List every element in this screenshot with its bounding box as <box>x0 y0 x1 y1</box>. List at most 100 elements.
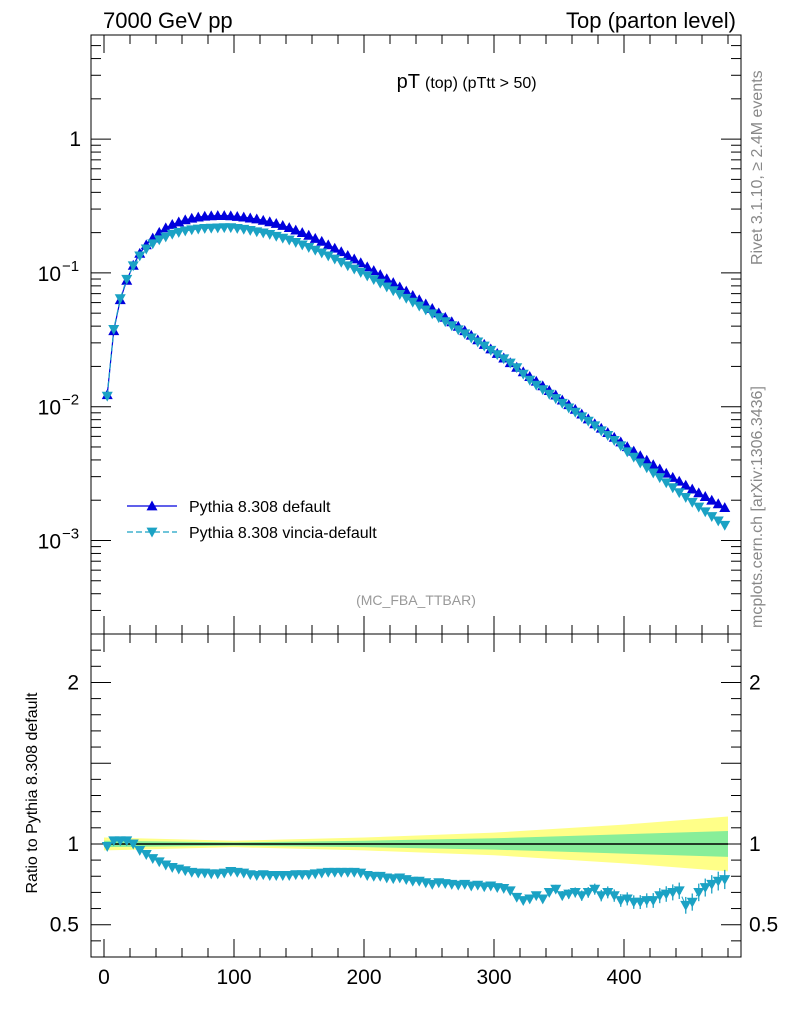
ratio-point <box>693 888 705 898</box>
ratio-y-tick-label-right: 1 <box>749 833 761 856</box>
data-point <box>693 502 705 513</box>
data-point <box>647 468 659 479</box>
data-point <box>446 321 458 332</box>
data-point <box>530 380 542 391</box>
data-point <box>439 317 451 328</box>
ratio-point <box>615 896 627 906</box>
data-point <box>296 240 308 251</box>
data-point <box>517 369 529 380</box>
ratio-y-tick-label: 2 <box>67 671 79 694</box>
data-point <box>342 249 354 260</box>
ratio-point <box>465 881 477 892</box>
data-point <box>173 227 185 238</box>
ratio-point <box>478 882 490 893</box>
ratio-point <box>647 896 659 906</box>
ratio-point <box>686 897 698 908</box>
data-point <box>699 491 711 501</box>
ratio-point <box>680 900 692 911</box>
legend-label: Pythia 8.308 default <box>189 499 331 516</box>
data-point <box>478 341 490 352</box>
ratio-point <box>556 891 568 902</box>
ratio-point <box>719 875 731 885</box>
data-point <box>576 412 588 423</box>
legend-marker <box>146 500 158 511</box>
mcplots-label: mcplots.cern.ch [arXiv:1306.3436] <box>749 386 766 628</box>
ratio-point <box>283 871 295 881</box>
data-point <box>556 398 568 409</box>
header-right: Top (parton level) <box>566 8 736 33</box>
text-layer: 7000 GeV pp Top (parton level) pT (top) … <box>24 8 766 894</box>
ratio-point <box>660 889 672 900</box>
ratio-point <box>251 871 263 881</box>
y-tick-label: 10 <box>38 263 61 286</box>
ratio-point <box>589 884 601 895</box>
data-point <box>498 354 510 365</box>
ratio-point <box>147 854 159 864</box>
ratio-point <box>101 841 113 852</box>
data-point <box>244 212 256 223</box>
ratio-point <box>303 870 315 881</box>
x-tick-label: 300 <box>476 966 511 989</box>
data-point <box>296 227 308 238</box>
ratio-point <box>543 888 555 898</box>
x-tick-label: 200 <box>346 966 381 989</box>
data-point <box>153 235 165 246</box>
data-point <box>407 297 419 308</box>
data-point <box>634 450 646 461</box>
data-point <box>387 286 399 297</box>
ratio-point <box>387 874 399 885</box>
ratio-point <box>537 894 549 905</box>
y-tick-label: 1 <box>69 128 81 151</box>
y-tick-exponent: −1 <box>62 258 79 275</box>
data-point <box>543 389 555 400</box>
data-point <box>329 254 341 265</box>
data-point <box>257 214 269 225</box>
data-point <box>277 220 289 230</box>
y-tick-exponent: −3 <box>62 525 79 542</box>
ratio-point <box>134 846 146 856</box>
data-point <box>589 421 601 432</box>
data-point <box>504 358 516 369</box>
data-point <box>712 498 724 509</box>
ratio-point <box>121 836 133 847</box>
data-point <box>381 282 393 293</box>
data-point <box>342 261 354 272</box>
data-point <box>608 435 620 446</box>
ratio-point <box>712 876 724 887</box>
ratio-point <box>530 891 542 902</box>
data-point <box>719 502 731 513</box>
data-point <box>101 391 113 402</box>
header-left: 7000 GeV pp <box>103 8 233 33</box>
data-point <box>628 452 640 463</box>
ratio-point <box>316 868 328 879</box>
data-point <box>322 251 334 262</box>
series-line <box>106 227 726 526</box>
data-point <box>127 261 139 272</box>
ratio-point <box>517 896 529 906</box>
data-point <box>563 403 575 414</box>
data-point <box>621 447 633 458</box>
ratio-point <box>550 884 562 895</box>
data-point <box>680 479 692 490</box>
ratio-point <box>218 868 230 879</box>
data-point <box>693 487 705 498</box>
data-point <box>160 232 172 243</box>
data-point <box>361 271 373 282</box>
data-point <box>595 426 607 437</box>
data-point <box>602 431 614 441</box>
data-point <box>426 309 438 320</box>
data-point <box>290 224 302 235</box>
ratio-point <box>582 888 594 898</box>
data-point <box>634 458 646 469</box>
data-point <box>238 211 250 222</box>
data-point <box>413 301 425 312</box>
y-tick-label: 10 <box>38 530 61 553</box>
legend-marker <box>146 527 158 538</box>
ratio-y-tick-label: 0.5 <box>50 914 79 937</box>
data-point <box>673 475 685 486</box>
rivet-label: Rivet 3.1.10, ≥ 2.4M events <box>749 70 766 265</box>
data-point <box>335 246 347 257</box>
ratio-point <box>426 879 438 890</box>
data-point <box>673 488 685 499</box>
data-point <box>485 345 497 356</box>
